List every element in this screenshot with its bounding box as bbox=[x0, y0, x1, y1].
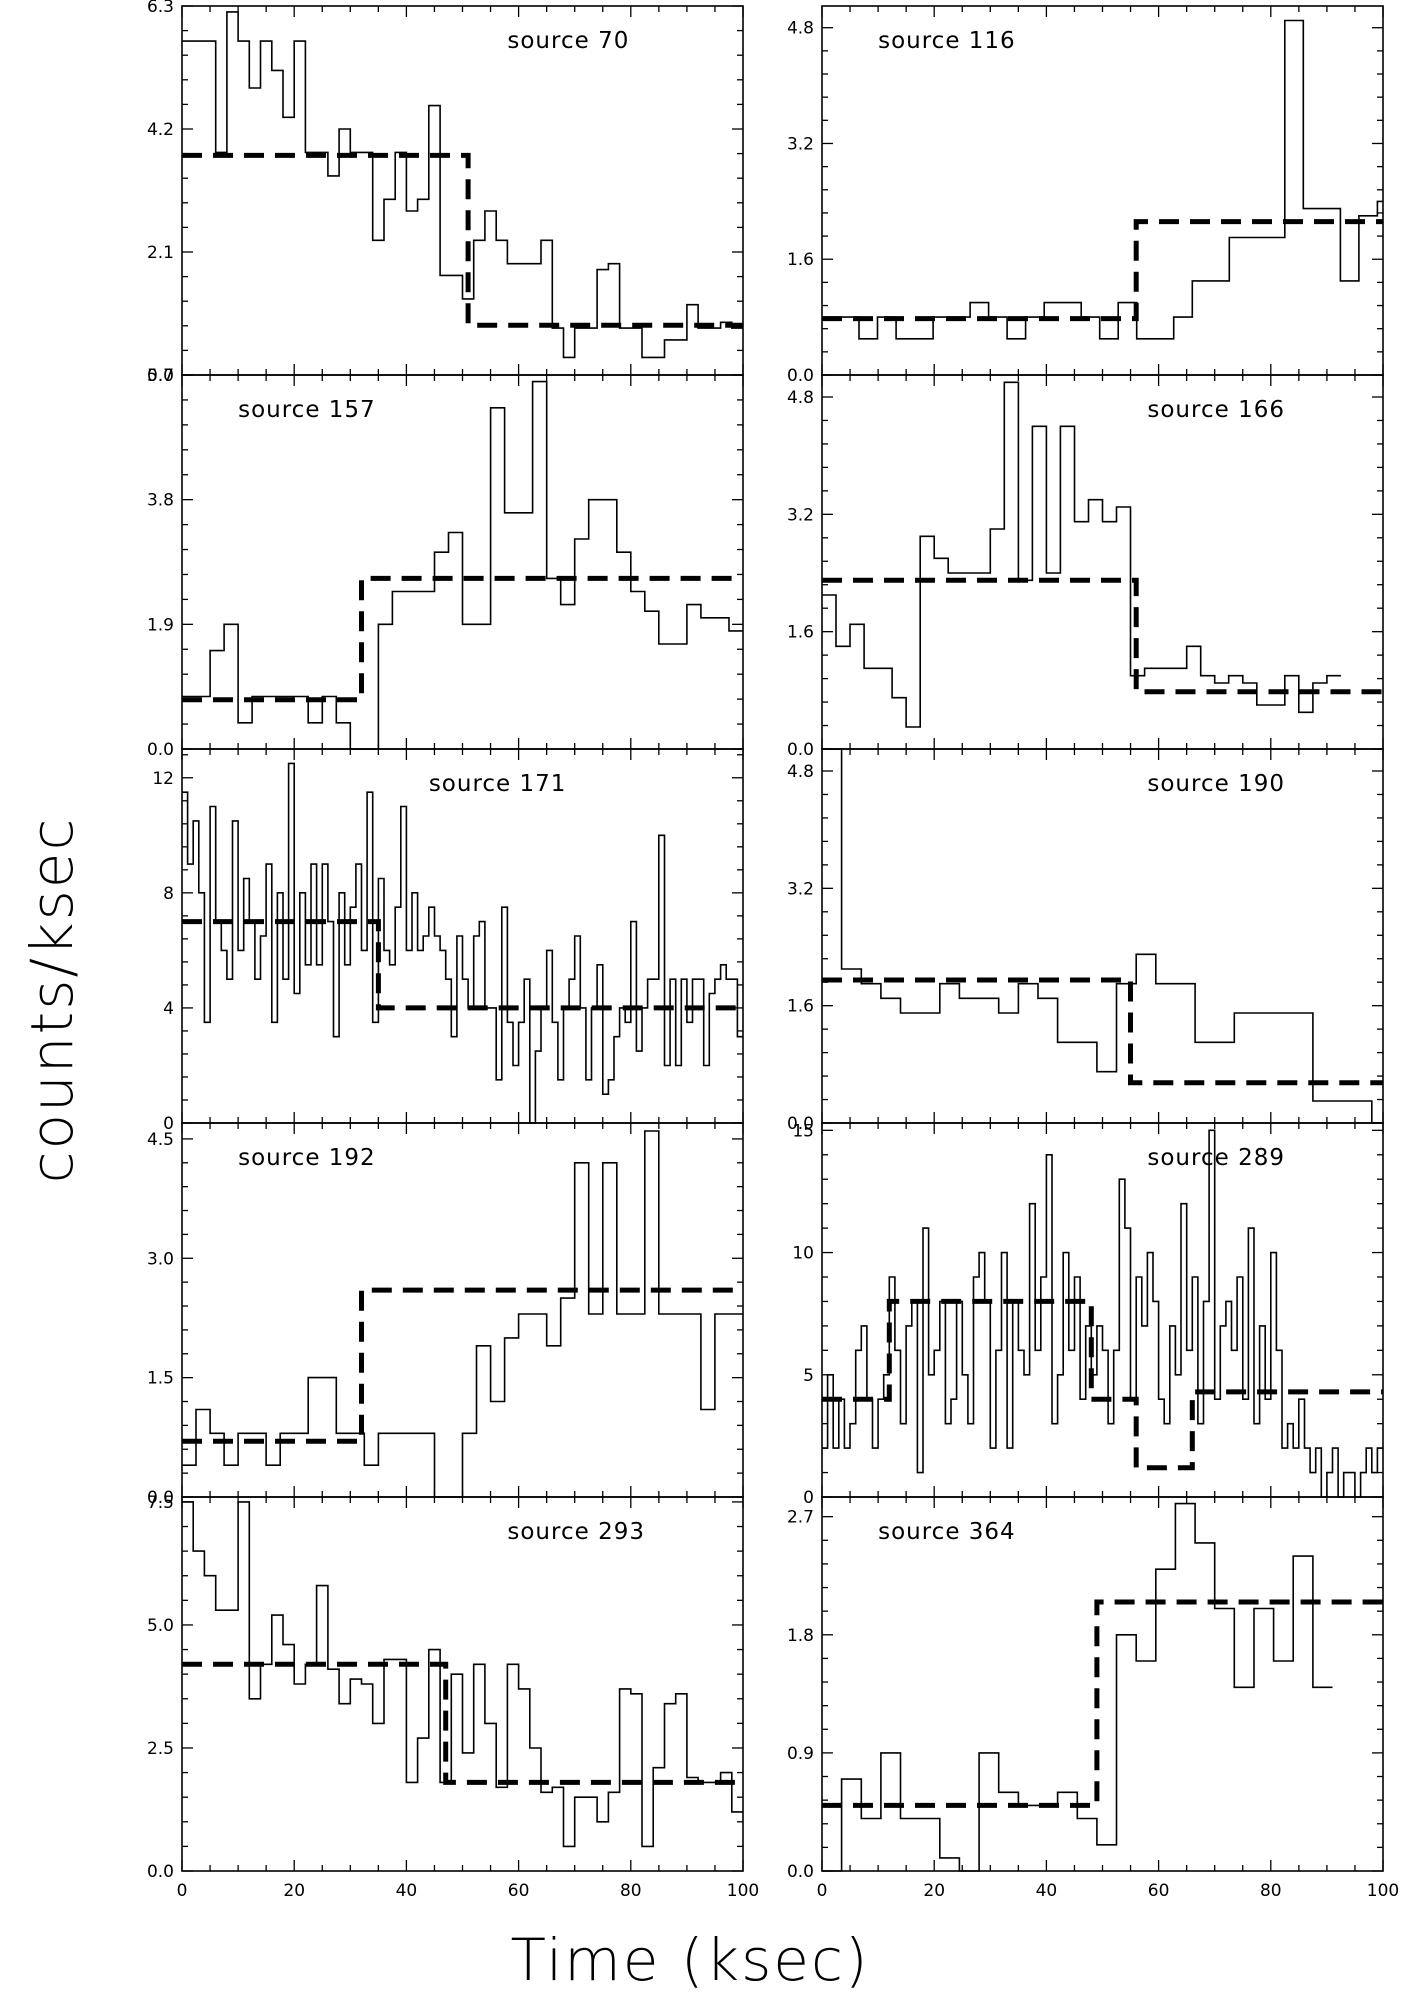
y-tick-label: 1.6 bbox=[787, 997, 814, 1017]
y-tick-label: 1.5 bbox=[147, 1369, 174, 1389]
y-tick-label: 0.0 bbox=[787, 1114, 814, 1134]
lightcurve-series bbox=[182, 1130, 743, 1498]
x-tick-label: 60 bbox=[1148, 1881, 1170, 1901]
x-tick-label: 40 bbox=[396, 1881, 418, 1901]
panel-label: source 171 bbox=[429, 771, 567, 797]
y-tick-label: 3.8 bbox=[147, 491, 174, 511]
x-tick-label: 20 bbox=[283, 1881, 305, 1901]
y-tick-label: 1.6 bbox=[787, 250, 814, 270]
y-tick-label: 0.0 bbox=[787, 1862, 814, 1882]
y-tick-label: 4.5 bbox=[147, 1130, 174, 1150]
y-tick-label: 1.9 bbox=[147, 615, 174, 635]
y-tick-label: 4.8 bbox=[787, 388, 814, 408]
x-tick-label: 100 bbox=[1367, 1881, 1399, 1901]
panel-label: source 190 bbox=[1147, 771, 1285, 797]
panels-grid: 0.0 2.1 4.2 6.3 source 70 0.0 1.6 3.2 4.8 source … bbox=[147, 0, 1399, 1901]
panel-3: 0.0 1.9 3.8 5.7 source 157 bbox=[147, 366, 744, 760]
panel-10: 0.0 0.9 1.8 2.7 source 364 0 20 40 60 80 100 bbox=[787, 1496, 1399, 1901]
y-tick-label: 1.6 bbox=[787, 623, 814, 643]
lightcurve-series bbox=[182, 380, 743, 750]
y-tick-label: 12 bbox=[152, 769, 174, 789]
panel-6: 0.0 1.6 3.2 4.8 source 190 bbox=[787, 748, 1384, 1134]
panel-label: source 293 bbox=[507, 1519, 645, 1545]
x-tick-label: 0 bbox=[177, 1881, 188, 1901]
bayesian-blocks-series bbox=[182, 1661, 743, 1785]
x-tick-label: 80 bbox=[1260, 1881, 1282, 1901]
y-tick-label: 3.2 bbox=[787, 879, 814, 899]
panel-8: 0 5 10 15 source 289 bbox=[792, 1121, 1384, 1508]
panel-label: source 192 bbox=[238, 1145, 376, 1171]
y-tick-label: 4.8 bbox=[787, 19, 814, 39]
bayesian-blocks-series bbox=[182, 919, 743, 1011]
lightcurve-series bbox=[182, 762, 743, 1124]
x-tick-label: 40 bbox=[1036, 1881, 1058, 1901]
y-tick-label: 4 bbox=[163, 999, 174, 1019]
y-tick-label: 0.0 bbox=[147, 740, 174, 760]
panel-9: 0.0 2.5 5.0 7.5 source 293 0 20 40 60 80 100 bbox=[147, 1493, 759, 1901]
y-axis-title: counts/ksec bbox=[18, 817, 86, 1184]
x-axis-title: Time (ksec) bbox=[510, 1926, 869, 1994]
y-tick-label: 15 bbox=[792, 1121, 814, 1141]
panel-frame bbox=[181, 5, 744, 376]
panel-label: source 289 bbox=[1147, 1145, 1285, 1171]
y-tick-label: 4.8 bbox=[787, 762, 814, 782]
lightcurve-series bbox=[822, 1502, 1333, 1872]
y-tick-label: 2.7 bbox=[787, 1508, 814, 1528]
y-tick-label: 10 bbox=[792, 1244, 814, 1264]
x-tick-label: 20 bbox=[923, 1881, 945, 1901]
y-tick-label: 5 bbox=[803, 1366, 814, 1386]
y-tick-label: 0 bbox=[163, 1114, 174, 1134]
y-tick-label: 6.3 bbox=[147, 0, 174, 17]
y-tick-label: 3.0 bbox=[147, 1249, 174, 1269]
y-tick-label: 8 bbox=[163, 884, 174, 904]
lightcurve-series bbox=[822, 1129, 1383, 1498]
x-tick-label: 0 bbox=[817, 1881, 828, 1901]
panel-frame bbox=[821, 1496, 1384, 1872]
y-tick-label: 5.7 bbox=[147, 366, 174, 386]
bayesian-blocks-series bbox=[822, 977, 1383, 1086]
panel-label: source 364 bbox=[878, 1519, 1016, 1545]
y-tick-label: 3.2 bbox=[787, 505, 814, 525]
bayesian-blocks-series bbox=[822, 219, 1383, 322]
lightcurve-series bbox=[182, 1501, 743, 1848]
panel-label: source 116 bbox=[878, 28, 1016, 54]
y-tick-label: 7.5 bbox=[147, 1493, 174, 1513]
panel-frame bbox=[821, 748, 1384, 1124]
y-tick-label: 0.0 bbox=[787, 366, 814, 386]
bayesian-blocks-series bbox=[182, 1287, 743, 1444]
x-tick-label: 60 bbox=[508, 1881, 530, 1901]
bayesian-blocks-series bbox=[182, 152, 743, 328]
lightcurve-series bbox=[822, 19, 1383, 340]
lightcurve-series bbox=[182, 11, 743, 359]
y-tick-label: 3.2 bbox=[787, 134, 814, 154]
panel-2: 0.0 1.6 3.2 4.8 source 116 bbox=[787, 5, 1384, 386]
lightcurve-series bbox=[822, 381, 1341, 728]
y-tick-label: 0.0 bbox=[147, 1488, 174, 1508]
y-tick-label: 4.2 bbox=[147, 120, 174, 140]
bayesian-blocks-series bbox=[822, 577, 1383, 695]
y-tick-label: 0.9 bbox=[787, 1744, 814, 1764]
y-tick-label: 2.1 bbox=[147, 243, 174, 263]
y-tick-label: 5.0 bbox=[147, 1616, 174, 1636]
y-tick-label: 2.5 bbox=[147, 1739, 174, 1759]
y-tick-label: 1.8 bbox=[787, 1626, 814, 1646]
bayesian-blocks-series bbox=[822, 1599, 1383, 1808]
y-tick-label: 0 bbox=[803, 1488, 814, 1508]
panel-label: source 70 bbox=[507, 28, 629, 54]
y-tick-label: 0.0 bbox=[147, 1862, 174, 1882]
panel-7: 0.0 1.5 3.0 4.5 source 192 bbox=[147, 1122, 744, 1508]
panel-1: 0.0 2.1 4.2 6.3 source 70 bbox=[147, 0, 744, 386]
panel-label: source 157 bbox=[238, 397, 376, 423]
y-tick-label: 0.0 bbox=[787, 740, 814, 760]
panel-5: 0 4 8 12 source 171 bbox=[152, 748, 744, 1134]
panel-4: 0.0 1.6 3.2 4.8 source 166 bbox=[787, 374, 1384, 760]
lightcurve-series bbox=[822, 748, 1383, 1124]
y-tick-label: 0.0 bbox=[147, 366, 174, 386]
x-tick-label: 100 bbox=[727, 1881, 759, 1901]
x-tick-label: 80 bbox=[620, 1881, 642, 1901]
panel-label: source 166 bbox=[1147, 397, 1285, 423]
